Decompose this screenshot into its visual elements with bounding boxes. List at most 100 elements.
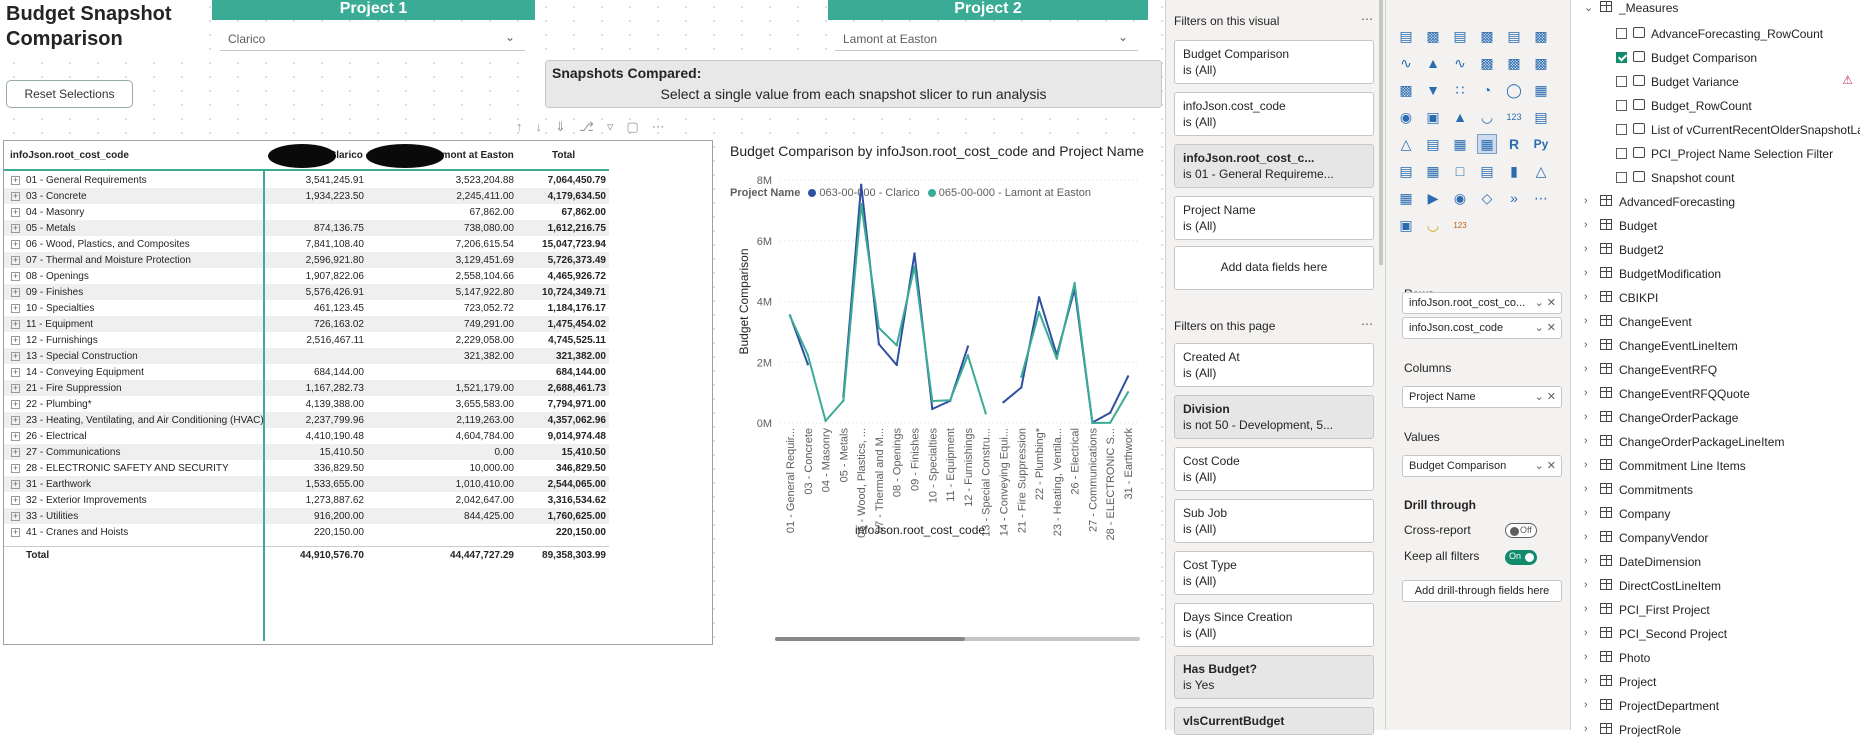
checkbox[interactable] <box>1616 124 1627 135</box>
azure-map-icon[interactable]: ▲ <box>1453 109 1467 125</box>
expand-row-icon[interactable]: + <box>11 223 20 233</box>
drill-up-icon[interactable]: ↑ <box>516 119 523 134</box>
expand-row-icon[interactable]: + <box>11 335 20 345</box>
measure-item[interactable]: Budget Variance ⚠ <box>1571 72 1860 92</box>
power-apps-icon[interactable]: ▦ <box>1399 189 1413 206</box>
columns-field-1[interactable]: Project Name ⌄ ✕ <box>1402 386 1562 408</box>
expand-row-icon[interactable]: + <box>11 271 20 281</box>
table-item[interactable]: › DirectCostLineItem <box>1571 576 1860 596</box>
table-item[interactable]: › ChangeOrderPackageLineItem <box>1571 432 1860 452</box>
matrix-visual[interactable]: infoJson.root_cost_code Clarico amont at… <box>3 140 713 645</box>
table-item[interactable]: › ChangeEventLineItem <box>1571 336 1860 356</box>
data-point[interactable] <box>1020 386 1023 389</box>
legend-series-1[interactable]: 063-00-000 - Clarico <box>819 187 920 199</box>
table-row[interactable]: +23 - Heating, Ventilating, and Air Cond… <box>4 412 609 428</box>
data-point[interactable] <box>913 265 916 268</box>
expand-row-icon[interactable]: + <box>11 431 20 441</box>
data-point[interactable] <box>842 399 845 402</box>
expand-row-icon[interactable]: + <box>11 351 20 361</box>
measures-table[interactable]: ⌄ _Measures <box>1571 0 1860 18</box>
expand-row-icon[interactable]: + <box>11 495 20 505</box>
reset-selections-button[interactable]: Reset Selections <box>6 80 133 108</box>
chevron-right-icon[interactable]: › <box>1584 507 1588 519</box>
line-chart-visual[interactable]: Budget Comparison by infoJson.root_cost_… <box>720 140 1160 645</box>
table-row[interactable]: +08 - Openings 1,907,822.06 2,558,104.66 4,… <box>4 268 609 284</box>
data-point[interactable] <box>931 407 934 411</box>
chevron-right-icon[interactable]: › <box>1584 363 1588 375</box>
chevron-right-icon[interactable]: › <box>1584 387 1588 399</box>
waterfall-icon[interactable]: ▩ <box>1399 81 1413 98</box>
filter-card[interactable]: Cost Type is (All) <box>1174 551 1374 595</box>
expand-row-icon[interactable]: + <box>11 511 20 521</box>
measure-item[interactable]: AdvanceForecasting_RowCount <box>1571 24 1860 44</box>
filter-card[interactable]: Project Name is (All) <box>1174 196 1374 240</box>
line-column-icon[interactable]: ▩ <box>1480 54 1494 71</box>
chevron-right-icon[interactable]: › <box>1584 267 1588 279</box>
column-100-icon[interactable]: ▩ <box>1534 27 1548 44</box>
data-point[interactable] <box>895 363 898 367</box>
matrix-header-total[interactable]: Total <box>552 150 576 161</box>
checkbox[interactable] <box>1616 100 1627 111</box>
chevron-right-icon[interactable]: › <box>1584 627 1588 639</box>
ribbon-chart-icon[interactable]: ▩ <box>1534 54 1548 71</box>
expand-row-icon[interactable]: + <box>11 479 20 489</box>
chevron-right-icon[interactable]: › <box>1584 219 1588 231</box>
table-item[interactable]: › Budget2 <box>1571 240 1860 260</box>
clustered-column-icon[interactable]: ▩ <box>1480 27 1494 44</box>
line-chart-icon[interactable]: ∿ <box>1400 54 1412 71</box>
more-options-icon[interactable]: ⋯ <box>1361 317 1373 331</box>
chevron-right-icon[interactable]: › <box>1584 675 1588 687</box>
hierarchy-icon[interactable]: ⎇ <box>578 119 594 134</box>
checkbox[interactable] <box>1616 28 1627 39</box>
table-item[interactable]: › ChangeEventRFQ <box>1571 360 1860 380</box>
expand-row-icon[interactable]: + <box>11 399 20 409</box>
filter-card[interactable]: Has Budget? is Yes <box>1174 655 1374 699</box>
more-options-icon[interactable]: ⋯ <box>651 119 665 134</box>
chevron-right-icon[interactable]: › <box>1584 339 1588 351</box>
table-item[interactable]: › PCI_First Project <box>1571 600 1860 620</box>
donut-chart-icon[interactable]: ◯ <box>1506 81 1522 98</box>
paginated-report-icon[interactable]: ▮ <box>1510 162 1518 179</box>
data-point[interactable] <box>984 412 987 415</box>
table-item[interactable]: › Commitments <box>1571 480 1860 500</box>
rows-field-1[interactable]: infoJson.root_cost_co... ⌄ ✕ <box>1402 292 1562 314</box>
table-row[interactable]: +31 - Earthwork 1,533,655.00 1,010,410.00 2… <box>4 476 609 492</box>
measure-item[interactable]: Budget Comparison <box>1571 48 1860 68</box>
data-point[interactable] <box>913 252 916 255</box>
table-row[interactable]: +14 - Conveying Equipment 684,144.00 684,1… <box>4 364 609 380</box>
data-point[interactable] <box>1126 391 1130 394</box>
custom-visual-icon[interactable]: ▣ <box>1399 216 1413 233</box>
table-row[interactable]: +41 - Cranes and Hoists 220,150.00 220,150… <box>4 524 609 540</box>
checkbox[interactable] <box>1616 172 1627 183</box>
expand-row-icon[interactable]: + <box>11 415 20 425</box>
data-point[interactable] <box>1126 375 1130 378</box>
table-item[interactable]: › ProjectDepartment <box>1571 696 1860 716</box>
filter-card[interactable]: Budget Comparison is (All) <box>1174 40 1374 84</box>
table-row[interactable]: +21 - Fire Suppression 1,167,282.73 1,521,… <box>4 380 609 396</box>
trophy-icon[interactable]: △ <box>1535 162 1547 179</box>
data-point[interactable] <box>877 342 881 346</box>
python-visual-icon[interactable]: Py <box>1533 137 1549 151</box>
data-point[interactable] <box>1020 375 1023 378</box>
field-dropdown-remove-icon[interactable]: ⌄ ✕ <box>1534 297 1557 309</box>
checkbox[interactable] <box>1616 76 1627 87</box>
data-point[interactable] <box>806 363 809 366</box>
project1-slicer[interactable]: Clarico ⌄ <box>220 25 525 51</box>
table-row[interactable]: +26 - Electrical 4,410,190.48 4,604,784.00… <box>4 428 609 444</box>
filled-map-icon[interactable]: ▣ <box>1426 108 1440 125</box>
chevron-right-icon[interactable]: › <box>1584 459 1588 471</box>
expand-row-icon[interactable]: + <box>11 383 20 393</box>
data-point[interactable] <box>877 326 881 330</box>
checkbox[interactable] <box>1616 52 1627 63</box>
filter-card[interactable]: infoJson.root_cost_c... is 01 - General R… <box>1174 144 1374 188</box>
table-row[interactable]: +11 - Equipment 726,163.02 749,291.00 1,475… <box>4 316 609 332</box>
add-data-fields-zone[interactable]: Add data fields here <box>1174 246 1374 290</box>
chevron-right-icon[interactable]: › <box>1584 411 1588 423</box>
table-row[interactable]: +27 - Communications 15,410.50 0.00 15,410.… <box>4 444 609 460</box>
data-point[interactable] <box>966 354 970 357</box>
measure-item[interactable]: PCI_Project Name Selection Filter <box>1571 144 1860 164</box>
more-visuals-icon[interactable]: ⋯ <box>1534 189 1548 206</box>
field-dropdown-remove-icon[interactable]: ⌄ ✕ <box>1534 322 1557 334</box>
chevron-right-icon[interactable]: › <box>1584 315 1588 327</box>
field-dropdown-remove-icon[interactable]: ⌄ ✕ <box>1534 460 1557 472</box>
